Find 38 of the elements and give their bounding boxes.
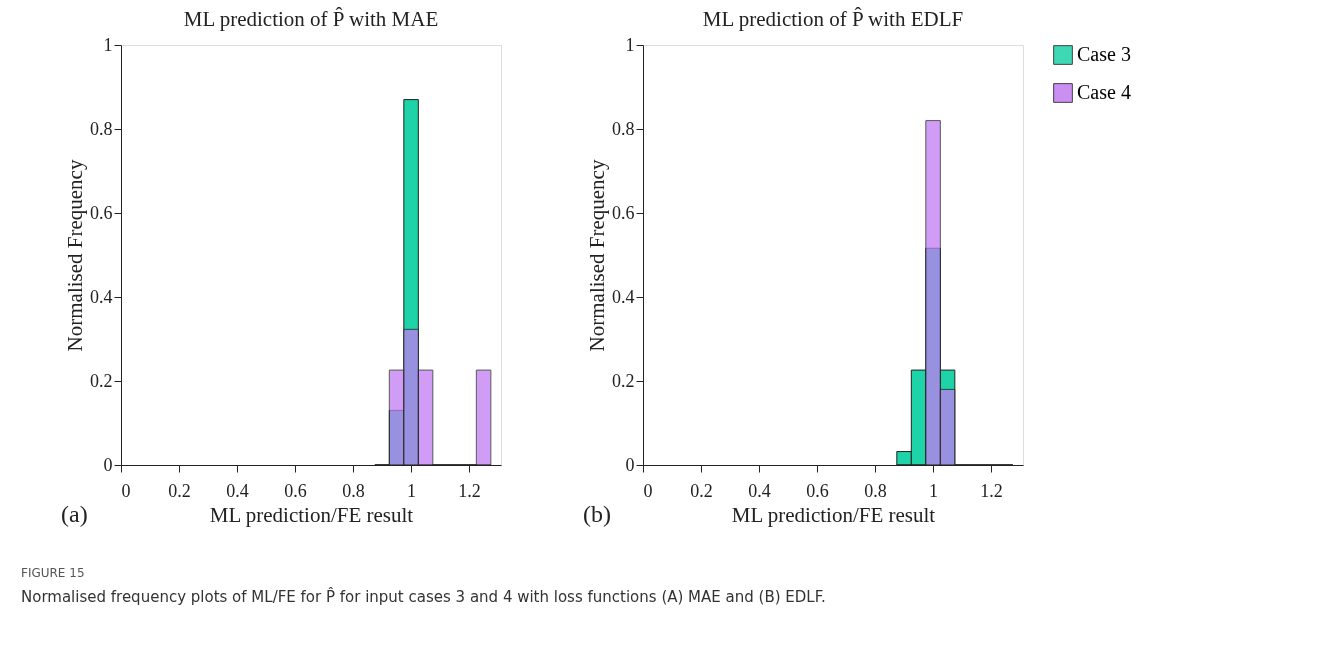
y-tick-label: 0.2 bbox=[90, 370, 113, 391]
x-tick-label: 1.2 bbox=[458, 480, 481, 501]
y-tick-label: 1 bbox=[103, 34, 113, 55]
chart-title: ML prediction of P̂ with MAE bbox=[183, 6, 439, 31]
y-tick-label: 0.8 bbox=[612, 118, 635, 139]
legend-label: Case 3 bbox=[1077, 43, 1131, 65]
x-tick-label: 0.2 bbox=[690, 480, 713, 501]
y-axis-title: Normalised Frequency bbox=[63, 159, 87, 352]
y-tick-label: 0.4 bbox=[612, 286, 635, 307]
caption: FIGURE 15 bbox=[21, 566, 85, 580]
x-tick-label: 0.2 bbox=[168, 480, 191, 501]
x-tick-label: 1.2 bbox=[980, 480, 1003, 501]
x-tick-label: 0.4 bbox=[226, 480, 249, 501]
x-axis-title: ML prediction/FE result bbox=[209, 502, 414, 527]
x-tick-label: 1 bbox=[407, 480, 417, 501]
y-tick-label: 1 bbox=[625, 34, 635, 55]
y-tick-label: 0.8 bbox=[90, 118, 113, 139]
x-tick-label: 0.8 bbox=[864, 480, 887, 501]
y-axis-title: Normalised Frequency bbox=[585, 159, 609, 352]
x-tick-label: 1 bbox=[929, 480, 939, 501]
legend-label: Case 4 bbox=[1077, 81, 1131, 103]
x-tick-label: 0.6 bbox=[806, 480, 829, 501]
chart-title: ML prediction of P̂ with EDLF bbox=[702, 6, 964, 31]
text: (b) bbox=[583, 501, 611, 527]
text: (a) bbox=[61, 501, 88, 527]
x-tick-label: 0 bbox=[643, 480, 653, 501]
x-axis-title: ML prediction/FE result bbox=[731, 502, 936, 527]
x-tick-label: 0.4 bbox=[748, 480, 771, 501]
x-tick-label: 0.6 bbox=[284, 480, 307, 501]
y-tick-label: 0 bbox=[625, 454, 635, 475]
x-tick-label: 0.8 bbox=[342, 480, 365, 501]
y-tick-label: 0.6 bbox=[90, 202, 113, 223]
text: Normalised frequency plots of ML/FE for P̂ for input cases 3 and 4 with loss functions (A) MAE and (B) EDLF. bbox=[21, 587, 826, 606]
y-tick-label: 0.2 bbox=[612, 370, 635, 391]
x-tick-label: 0 bbox=[121, 480, 131, 501]
y-tick-label: 0.4 bbox=[90, 286, 113, 307]
y-tick-label: 0 bbox=[103, 454, 113, 475]
y-tick-label: 0.6 bbox=[612, 202, 635, 223]
